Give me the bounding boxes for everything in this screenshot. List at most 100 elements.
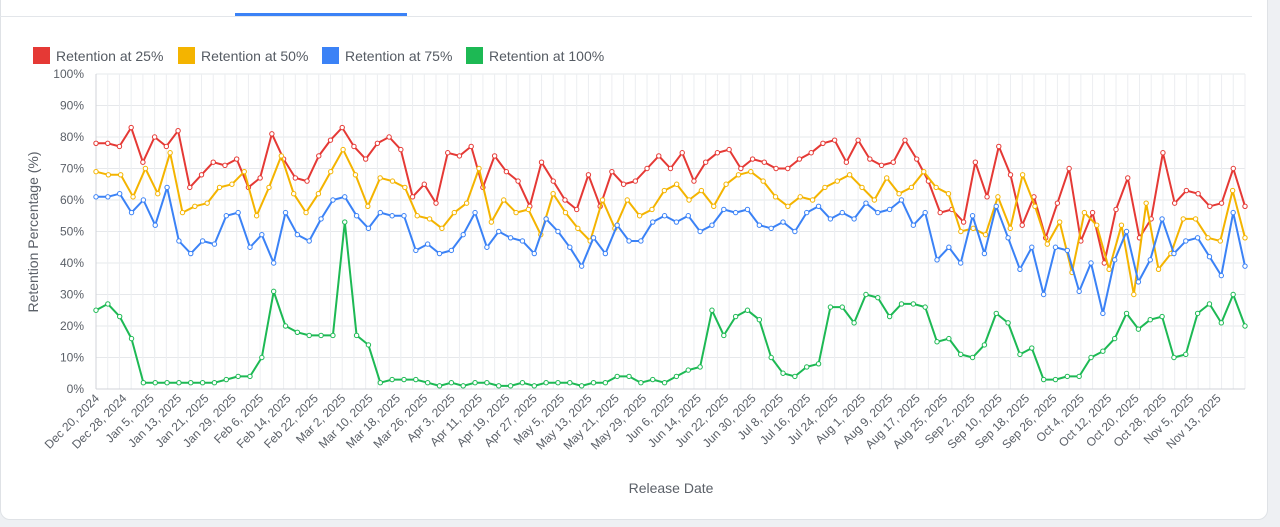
data-point[interactable] xyxy=(1029,345,1035,351)
data-point[interactable] xyxy=(352,172,359,178)
data-point[interactable] xyxy=(460,231,466,238)
data-point[interactable] xyxy=(93,194,99,200)
data-point[interactable] xyxy=(175,128,181,134)
data-point[interactable] xyxy=(105,172,112,178)
data-point[interactable] xyxy=(1029,244,1035,250)
data-point[interactable] xyxy=(306,238,312,244)
data-point[interactable] xyxy=(353,213,360,219)
data-point[interactable] xyxy=(531,250,537,257)
data-point[interactable] xyxy=(1192,216,1199,222)
data-point[interactable] xyxy=(732,313,739,320)
data-point[interactable] xyxy=(550,191,556,197)
data-point[interactable] xyxy=(661,213,668,219)
data-point[interactable] xyxy=(768,354,774,361)
data-point[interactable] xyxy=(93,168,99,175)
data-point[interactable] xyxy=(116,313,123,320)
data-point[interactable] xyxy=(996,143,1002,150)
data-point[interactable] xyxy=(859,184,865,191)
data-point[interactable] xyxy=(756,222,763,228)
data-point[interactable] xyxy=(626,373,632,380)
data-point[interactable] xyxy=(1171,354,1177,361)
data-point[interactable] xyxy=(914,156,920,162)
data-point[interactable] xyxy=(426,216,433,222)
data-point[interactable] xyxy=(1005,320,1011,326)
data-point[interactable] xyxy=(1206,254,1213,260)
data-point[interactable] xyxy=(937,209,943,216)
data-point[interactable] xyxy=(644,165,650,172)
data-point[interactable] xyxy=(1147,257,1153,263)
data-point[interactable] xyxy=(723,181,729,187)
data-point[interactable] xyxy=(934,257,940,263)
data-point[interactable] xyxy=(1123,310,1130,317)
data-point[interactable] xyxy=(513,209,519,216)
legend-item[interactable]: Retention at 100% xyxy=(466,47,604,64)
data-point[interactable] xyxy=(278,153,285,159)
data-point[interactable] xyxy=(809,197,816,203)
data-point[interactable] xyxy=(488,219,495,225)
data-point[interactable] xyxy=(340,146,346,153)
data-point[interactable] xyxy=(519,238,526,244)
tab-active-indicator[interactable] xyxy=(235,13,407,16)
data-point[interactable] xyxy=(960,219,967,225)
legend-item[interactable]: Retention at 50% xyxy=(178,47,308,64)
data-point[interactable] xyxy=(525,206,532,213)
data-point[interactable] xyxy=(484,380,490,386)
data-point[interactable] xyxy=(1229,187,1236,194)
data-point[interactable] xyxy=(567,244,573,250)
data-point[interactable] xyxy=(538,159,545,165)
data-point[interactable] xyxy=(472,380,478,386)
data-point[interactable] xyxy=(389,376,395,383)
data-point[interactable] xyxy=(1088,354,1094,361)
data-point[interactable] xyxy=(822,184,828,191)
data-point[interactable] xyxy=(1217,238,1223,244)
data-point[interactable] xyxy=(796,156,803,162)
data-point[interactable] xyxy=(1218,272,1225,279)
data-point[interactable] xyxy=(409,194,416,200)
data-point[interactable] xyxy=(673,181,680,187)
data-point[interactable] xyxy=(673,219,680,225)
data-point[interactable] xyxy=(292,175,299,181)
data-point[interactable] xyxy=(503,168,510,175)
data-point[interactable] xyxy=(1100,348,1106,354)
data-point[interactable] xyxy=(339,124,345,131)
data-point[interactable] xyxy=(140,380,147,386)
data-point[interactable] xyxy=(624,197,630,203)
data-point[interactable] xyxy=(981,250,988,257)
data-point[interactable] xyxy=(116,191,123,197)
data-point[interactable] xyxy=(562,197,568,203)
data-point[interactable] xyxy=(1088,260,1094,266)
data-point[interactable] xyxy=(673,373,680,380)
data-point[interactable] xyxy=(792,228,798,235)
data-point[interactable] xyxy=(501,197,507,203)
data-point[interactable] xyxy=(1007,172,1014,178)
data-point[interactable] xyxy=(253,213,260,219)
data-point[interactable] xyxy=(815,203,822,210)
data-point[interactable] xyxy=(827,216,834,222)
data-point[interactable] xyxy=(187,184,193,191)
data-point[interactable] xyxy=(748,168,754,175)
data-point[interactable] xyxy=(531,383,537,389)
data-point[interactable] xyxy=(972,159,979,165)
data-point[interactable] xyxy=(744,206,751,213)
data-point[interactable] xyxy=(827,304,834,310)
data-point[interactable] xyxy=(761,159,767,165)
data-point[interactable] xyxy=(738,165,744,172)
data-point[interactable] xyxy=(896,191,902,197)
data-point[interactable] xyxy=(1052,244,1059,250)
data-point[interactable] xyxy=(1183,351,1189,358)
data-point[interactable] xyxy=(1194,235,1201,241)
data-point[interactable] xyxy=(140,197,147,203)
data-point[interactable] xyxy=(439,225,445,232)
data-point[interactable] xyxy=(1066,165,1072,172)
data-point[interactable] xyxy=(667,165,674,172)
data-point[interactable] xyxy=(330,197,336,203)
data-point[interactable] xyxy=(318,216,324,222)
data-point[interactable] xyxy=(958,228,964,235)
data-point[interactable] xyxy=(574,206,580,213)
data-point[interactable] xyxy=(164,184,170,191)
data-point[interactable] xyxy=(257,175,263,181)
data-point[interactable] xyxy=(982,231,989,238)
data-point[interactable] xyxy=(711,203,717,210)
data-point[interactable] xyxy=(179,209,186,216)
data-point[interactable] xyxy=(164,380,170,386)
